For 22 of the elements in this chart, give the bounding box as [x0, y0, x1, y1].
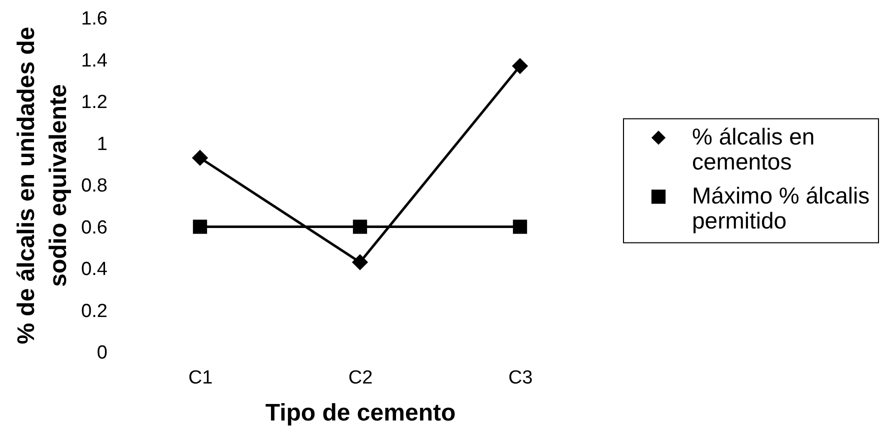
point — [192, 150, 208, 166]
y-tick-label: 1.2 — [81, 92, 108, 113]
y-tick-label: 0.4 — [81, 259, 108, 280]
y-tick-label: 0.6 — [81, 217, 108, 238]
point — [352, 220, 368, 234]
y-tick-label: 1.4 — [81, 50, 108, 72]
point — [192, 220, 208, 234]
x-tick-label: C2 — [348, 368, 373, 388]
x-tick-label: C1 — [188, 368, 213, 388]
point — [352, 254, 368, 270]
y-axis-title: % de álcalis en unidades de sodio equivalente — [13, 26, 72, 344]
y-tick-label: 1.6 — [81, 8, 108, 30]
legend-label: Máximo % álcalis permitido — [692, 182, 870, 234]
x-tick-label: C3 — [508, 368, 533, 388]
point — [512, 220, 528, 234]
point — [512, 58, 528, 74]
y-tick-label: 0.2 — [81, 300, 108, 322]
y-tick-label: 0.8 — [81, 176, 108, 196]
y-tick-label: 1 — [96, 134, 108, 155]
x-axis-title: Tipo de cemento — [265, 400, 456, 426]
legend-label: % álcalis en cementos — [692, 124, 815, 175]
y-tick-label: 0 — [96, 342, 108, 364]
